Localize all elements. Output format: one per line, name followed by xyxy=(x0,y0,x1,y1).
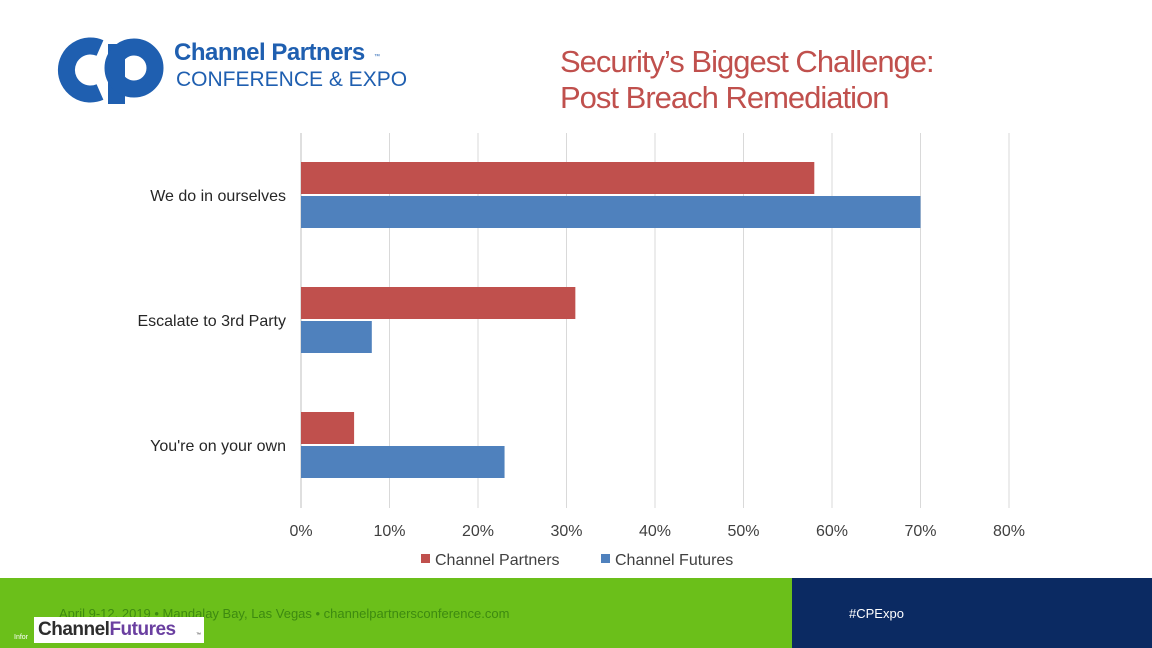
footer-navy-band xyxy=(792,578,1152,648)
category-label: Escalate to 3rd Party xyxy=(137,313,286,330)
x-tick-label: 70% xyxy=(904,523,936,540)
bar xyxy=(301,196,921,228)
category-label: We do in ourselves xyxy=(150,188,286,205)
channel-futures-logo-text: ChannelFutures xyxy=(38,619,176,641)
legend-swatch xyxy=(421,554,430,563)
cf-logo-trademark: ™ xyxy=(196,632,201,638)
slide-title: Security’s Biggest Challenge: Post Breac… xyxy=(560,44,1120,116)
channel-futures-logo: ChannelFutures ™ xyxy=(34,617,204,643)
x-tick-label: 50% xyxy=(727,523,759,540)
x-tick-label: 0% xyxy=(289,523,312,540)
bar xyxy=(301,412,355,444)
x-tick-label: 10% xyxy=(373,523,405,540)
channel-partners-logo: Channel Partners ™ CONFERENCE & EXPO xyxy=(56,34,407,106)
slide-title-line1: Security’s Biggest Challenge: xyxy=(560,44,935,79)
bar xyxy=(301,321,372,353)
x-tick-label: 20% xyxy=(462,523,494,540)
cf-logo-word2: Futures xyxy=(109,619,176,640)
legend-label: Channel Partners xyxy=(435,552,560,569)
bar xyxy=(301,162,815,194)
cf-logo-word1: Channel xyxy=(38,619,110,640)
slide-title-line2: Post Breach Remediation xyxy=(560,80,890,115)
legend-swatch xyxy=(601,554,610,563)
bar-chart: 0% 10% 20% 30% 40% 50% 60% 70% 80% We do in ourse… xyxy=(137,133,1025,569)
footer-hashtag: #CPExpo xyxy=(849,606,904,621)
logo-line1: Channel Partners xyxy=(174,39,365,66)
logo-trademark: ™ xyxy=(374,54,380,60)
cp-logo-icon xyxy=(57,37,164,104)
logo-line2: CONFERENCE & EXPO xyxy=(176,68,408,91)
bar xyxy=(301,446,505,478)
x-tick-label: 30% xyxy=(550,523,582,540)
legend-label: Channel Futures xyxy=(615,552,733,569)
category-label: You're on your own xyxy=(150,438,286,455)
x-tick-label: 80% xyxy=(993,523,1025,540)
bar xyxy=(301,287,576,319)
x-tick-label: 40% xyxy=(639,523,671,540)
informa-text: Infor xyxy=(14,634,29,641)
x-tick-label: 60% xyxy=(816,523,848,540)
